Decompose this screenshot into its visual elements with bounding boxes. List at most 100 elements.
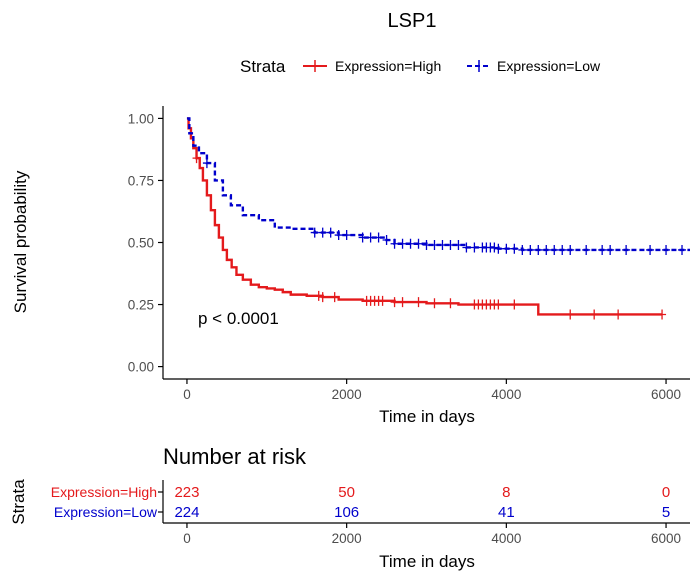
censor-mark — [454, 239, 463, 250]
censor-mark — [566, 244, 575, 255]
censor-mark — [542, 244, 551, 255]
censor-mark — [622, 244, 631, 255]
x-tick-label: 0 — [183, 531, 191, 546]
censor-mark — [462, 242, 471, 253]
risk-count: 8 — [502, 484, 510, 501]
risk-y-axis-title: Strata — [9, 479, 28, 525]
risk-count: 223 — [174, 484, 199, 501]
legend-label-low: Expression=Low — [497, 58, 601, 74]
censor-mark — [342, 230, 351, 241]
censor-mark — [334, 230, 343, 241]
censor-mark — [326, 227, 335, 238]
censor-mark — [390, 238, 399, 249]
censor-mark — [502, 243, 511, 254]
censor-mark — [430, 298, 439, 309]
censor-mark — [358, 232, 367, 243]
censor-mark — [518, 244, 527, 255]
censor-mark — [494, 243, 503, 254]
risk-table-title: Number at risk — [163, 444, 307, 469]
censor-mark — [192, 153, 201, 164]
risk-table: Number at risk Expression=High 223 50 8 0Exp… — [9, 444, 690, 571]
x-axis-title: Time in days — [379, 407, 475, 426]
censor-mark — [438, 239, 447, 250]
censor-mark — [398, 238, 407, 249]
risk-count: 224 — [174, 504, 199, 521]
censor-mark — [550, 244, 559, 255]
censor-mark — [318, 227, 327, 238]
risk-row-label: Expression=High — [51, 484, 157, 500]
censor-mark — [398, 297, 407, 308]
risk-count: 50 — [338, 484, 355, 501]
censor-mark — [330, 292, 339, 303]
censor-mark — [318, 292, 327, 303]
risk-count: 5 — [662, 504, 670, 521]
chart-title: LSP1 — [388, 10, 437, 32]
risk-count: 0 — [662, 484, 670, 501]
x-tick-label: 0 — [183, 387, 191, 402]
y-ticks: 0.00 0.25 0.50 0.75 1.00 — [128, 111, 163, 375]
x-ticks: 0 2000 4000 6000 — [183, 379, 681, 402]
x-tick-label: 2000 — [332, 387, 362, 402]
censor-mark — [598, 244, 607, 255]
censor-mark — [606, 244, 615, 255]
censor-mark — [314, 290, 323, 301]
y-tick-label: 0.00 — [128, 360, 154, 375]
legend-title: Strata — [240, 57, 286, 76]
censor-mark — [202, 158, 211, 169]
censor-mark — [310, 227, 319, 238]
x-tick-label: 2000 — [332, 531, 362, 546]
censor-mark — [510, 243, 519, 254]
censor-mark — [590, 309, 599, 320]
censor-mark — [658, 309, 667, 320]
censor-mark — [446, 239, 455, 250]
censor-mark — [646, 244, 655, 255]
p-value-annotation: p < 0.0001 — [198, 309, 279, 328]
y-axis-title: Survival probability — [11, 170, 30, 313]
risk-rows: Expression=High 223 50 8 0 Expression=Low 224 1… — [51, 484, 670, 521]
legend-key-high — [303, 60, 327, 72]
risk-x-ticks: 0 2000 4000 6000 — [183, 523, 681, 546]
censor-mark — [582, 244, 591, 255]
censor-mark — [558, 244, 567, 255]
censor-mark — [414, 238, 423, 249]
y-tick-label: 1.00 — [128, 111, 154, 126]
censor-mark — [566, 309, 575, 320]
risk-count: 41 — [498, 504, 515, 521]
censor-mark — [406, 238, 415, 249]
survival-curves — [186, 117, 690, 320]
risk-row-label: Expression=Low — [54, 504, 158, 520]
censor-mark — [382, 235, 391, 246]
censor-mark — [490, 242, 499, 253]
censor-mark — [494, 299, 503, 310]
x-tick-label: 6000 — [651, 387, 681, 402]
censor-mark — [430, 239, 439, 250]
legend-key-low — [467, 60, 491, 72]
legend-label-high: Expression=High — [335, 58, 441, 74]
x-tick-label: 4000 — [491, 387, 521, 402]
censor-mark — [526, 244, 535, 255]
censor-mark — [366, 232, 375, 243]
censor-mark — [614, 309, 623, 320]
legend: Strata Expression=High Expression=Low — [240, 57, 601, 76]
censor-mark — [662, 244, 671, 255]
series-line-high — [186, 117, 663, 316]
risk-x-axis-title: Time in days — [379, 552, 475, 571]
y-tick-label: 0.25 — [128, 298, 154, 313]
censor-mark — [390, 297, 399, 308]
main-plot: 0.00 0.25 0.50 0.75 1.00 0 2000 4000 6000 p < 0… — [128, 106, 690, 402]
x-tick-label: 4000 — [491, 531, 521, 546]
y-tick-label: 0.75 — [128, 173, 154, 188]
censor-mark — [510, 299, 519, 310]
censor-mark — [678, 244, 687, 255]
y-tick-label: 0.50 — [128, 236, 154, 251]
censor-mark — [378, 295, 387, 306]
risk-count: 106 — [334, 504, 359, 521]
x-tick-label: 6000 — [651, 531, 681, 546]
censor-mark — [446, 298, 455, 309]
series-line-low — [186, 117, 690, 252]
censor-mark — [534, 244, 543, 255]
censor-mark — [414, 297, 423, 308]
censor-mark — [374, 232, 383, 243]
censor-mark — [422, 239, 431, 250]
